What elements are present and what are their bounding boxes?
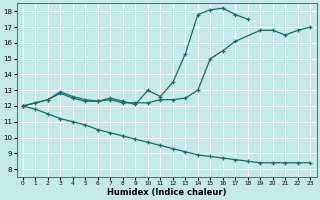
- X-axis label: Humidex (Indice chaleur): Humidex (Indice chaleur): [107, 188, 226, 197]
